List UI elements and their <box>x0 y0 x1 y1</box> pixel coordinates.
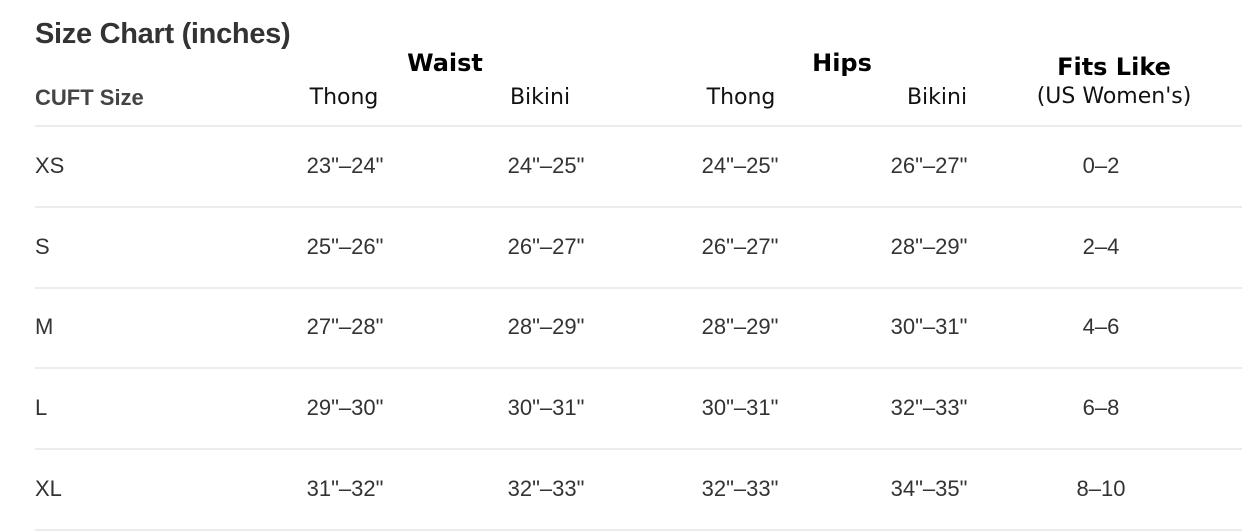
chart-title: Size Chart (inches) <box>35 18 291 50</box>
cell-hips-bikini: 26"–27" <box>890 153 968 178</box>
cell-fits-like: 2–4 <box>1082 233 1120 259</box>
cell-waist-bikini: 32"–33" <box>507 475 585 501</box>
header-hips-thong: Thong <box>706 85 776 110</box>
header-waist-thong: Thong <box>309 85 379 110</box>
cell-size: XL <box>35 475 62 501</box>
cell-hips-thong: 26"–27" <box>701 233 779 259</box>
cell-waist-thong: 31"–32" <box>306 475 384 501</box>
header-hips: Hips <box>812 49 872 77</box>
cell-hips-thong: 30"–31" <box>701 395 779 421</box>
cell-hips-bikini: 30"–31" <box>890 314 968 340</box>
row-divider <box>35 367 1242 370</box>
cell-fits-like: 4–6 <box>1082 314 1120 340</box>
cell-fits-like: 6–8 <box>1082 395 1120 421</box>
cell-hips-bikini: 34"–35" <box>890 475 968 501</box>
cell-hips-thong: 32"–33" <box>701 475 779 501</box>
cell-waist-bikini: 24"–25" <box>507 153 585 178</box>
cell-waist-bikini: 26"–27" <box>507 233 585 259</box>
cell-fits-like: 0–2 <box>1082 153 1120 178</box>
row-divider <box>35 206 1242 208</box>
cell-waist-thong: 25"–26" <box>306 233 384 259</box>
header-divider <box>35 125 1242 127</box>
cell-waist-thong: 23"–24" <box>306 153 384 178</box>
row-divider <box>35 286 1242 289</box>
cell-hips-thong: 24"–25" <box>701 153 779 178</box>
header-waist-bikini: Bikini <box>509 85 571 110</box>
cell-waist-bikini: 30"–31" <box>507 395 585 421</box>
cell-waist-bikini: 28"–29" <box>507 314 585 340</box>
header-hips-bikini: Bikini <box>906 85 968 110</box>
cell-waist-thong: 29"–30" <box>306 395 384 421</box>
cell-size: S <box>35 233 50 259</box>
cell-waist-thong: 27"–28" <box>306 314 384 340</box>
header-fits-like: Fits Like <box>1057 53 1171 81</box>
header-waist: Waist <box>407 49 483 77</box>
header-size: CUFT Size <box>35 85 144 110</box>
cell-hips-bikini: 28"–29" <box>890 233 968 259</box>
header-fits-like-sub: (US Women's) <box>1036 84 1192 109</box>
cell-size: M <box>35 314 54 340</box>
cell-size: XS <box>35 153 65 178</box>
cell-size: L <box>35 395 48 421</box>
cell-fits-like: 8–10 <box>1076 475 1126 501</box>
row-divider <box>35 448 1242 451</box>
cell-hips-thong: 28"–29" <box>701 314 779 340</box>
row-divider <box>35 528 1242 531</box>
cell-hips-bikini: 32"–33" <box>890 395 968 421</box>
